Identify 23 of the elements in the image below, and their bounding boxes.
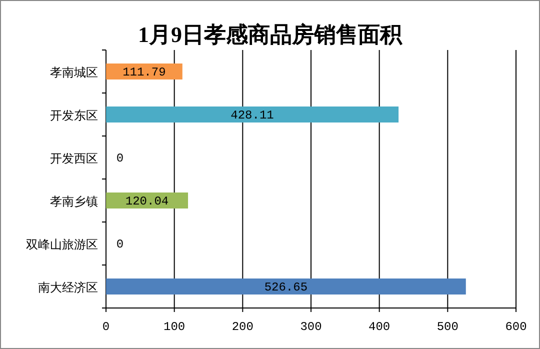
data-label: 120.04 [125, 194, 169, 208]
data-label: 0 [116, 152, 124, 166]
x-tick-label: 600 [505, 320, 527, 334]
y-tick-label: 南大经济区 [38, 280, 98, 294]
bar [106, 278, 466, 294]
title: 1月9日孝感商品房销售面积 [138, 22, 402, 47]
x-tick-label: 0 [102, 320, 110, 334]
bar [106, 64, 182, 80]
data-label: 0 [116, 238, 124, 252]
y-tick-label: 孝南乡镇 [50, 194, 98, 208]
x-tick-label: 400 [368, 320, 390, 334]
data-label: 111.79 [122, 66, 166, 80]
x-tick-label: 500 [436, 320, 458, 334]
y-tick-label: 孝南城区 [50, 66, 98, 80]
data-label: 526.65 [264, 280, 308, 294]
y-tick-label: 双峰山旅游区 [26, 238, 98, 252]
y-tick-label: 开发东区 [50, 108, 98, 122]
data-label: 428.11 [230, 108, 274, 122]
y-tick-label: 开发西区 [50, 152, 98, 166]
x-tick-label: 100 [164, 320, 186, 334]
bar [106, 106, 399, 122]
x-tick-label: 200 [232, 320, 254, 334]
x-tick-label: 300 [300, 320, 322, 334]
